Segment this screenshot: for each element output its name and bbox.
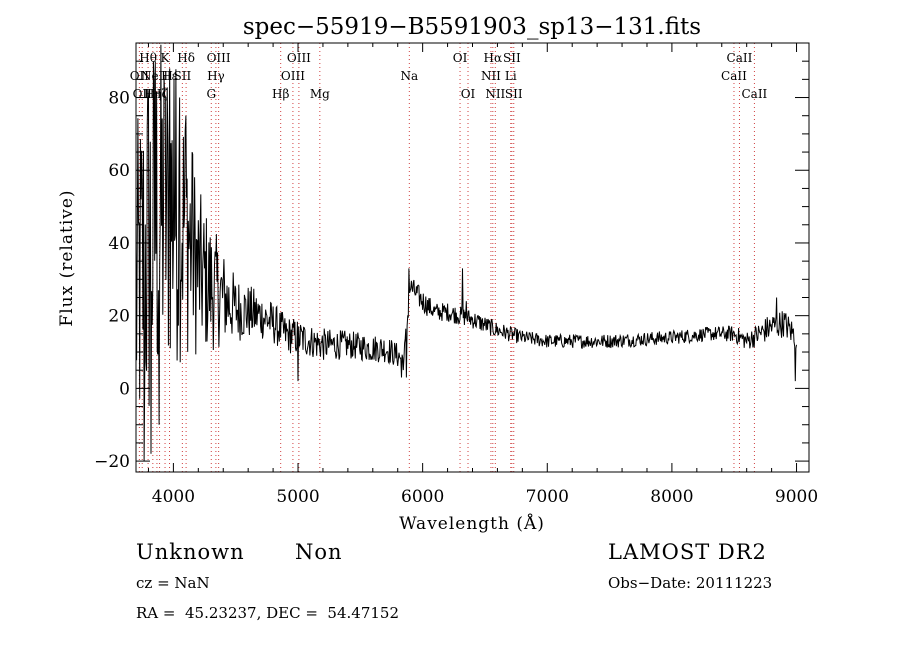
emission-line-label: CaII bbox=[741, 87, 767, 101]
emission-line-label: Li bbox=[505, 69, 517, 83]
emission-line-label: NeIII bbox=[141, 69, 173, 83]
emission-line-label: OIII bbox=[207, 51, 231, 65]
cz-text: cz = NaN bbox=[136, 574, 210, 592]
x-tick-label: 7000 bbox=[526, 487, 569, 507]
emission-line-label: SII bbox=[174, 69, 192, 83]
emission-line-label: OIII bbox=[287, 51, 311, 65]
emission-line-label: SII bbox=[503, 51, 521, 65]
obs-date-text: Obs−Date: 20111223 bbox=[608, 574, 773, 592]
y-axis: −20 0 20 40 60 80 bbox=[94, 42, 809, 472]
emission-line-label: Mg bbox=[310, 87, 330, 101]
emission-line-label: SII bbox=[505, 87, 523, 101]
emission-line-label: K bbox=[161, 51, 171, 65]
class-label: Unknown bbox=[136, 540, 245, 564]
x-tick-label: 5000 bbox=[276, 487, 319, 507]
y-tick-label: 20 bbox=[108, 307, 130, 327]
spectrum-line bbox=[135, 44, 797, 462]
emission-line-label: OII bbox=[130, 69, 150, 83]
emission-line-labels: OIIOIIHθHηNeIIIHζKHεSIIHδGHγOIIIHβOIIIOI… bbox=[130, 51, 768, 101]
x-axis: 4000 5000 6000 7000 8000 9000 bbox=[147, 43, 818, 507]
emission-line-label: CaII bbox=[721, 69, 747, 83]
emission-line-label: Hθ bbox=[139, 51, 157, 65]
y-tick-label: 0 bbox=[119, 379, 130, 399]
y-axis-label: Flux (relative) bbox=[57, 189, 77, 326]
x-tick-label: 4000 bbox=[152, 487, 195, 507]
x-tick-label: 9000 bbox=[775, 487, 818, 507]
y-tick-label: 40 bbox=[108, 234, 130, 254]
coords-text: RA = 45.23237, DEC = 54.47152 bbox=[136, 604, 400, 622]
y-tick-label: 80 bbox=[108, 89, 130, 109]
emission-line-label: Hα bbox=[484, 51, 503, 65]
emission-line-label: G bbox=[206, 87, 216, 101]
emission-line-markers bbox=[138, 43, 755, 472]
emission-line-label: CaII bbox=[727, 51, 753, 65]
plot-frame bbox=[135, 42, 810, 473]
x-axis-label: Wavelength (Å) bbox=[399, 513, 545, 534]
emission-line-label: NII bbox=[481, 69, 501, 83]
emission-line-label: Hγ bbox=[207, 69, 225, 83]
x-tick-label: 8000 bbox=[650, 487, 693, 507]
y-tick-label: 60 bbox=[108, 161, 130, 181]
emission-line-label: Na bbox=[400, 69, 418, 83]
emission-line-label: Hδ bbox=[177, 51, 195, 65]
chart-title: spec−55919−B5591903_sp13−131.fits bbox=[243, 14, 701, 40]
survey-label: LAMOST DR2 bbox=[608, 540, 767, 564]
emission-line-label: Hβ bbox=[272, 87, 289, 101]
subclass-label: Non bbox=[295, 540, 343, 564]
emission-line-label: OIII bbox=[281, 69, 305, 83]
x-tick-label: 6000 bbox=[401, 487, 444, 507]
y-tick-label: −20 bbox=[94, 452, 130, 472]
emission-line-label: NII bbox=[485, 87, 505, 101]
emission-line-label: OI bbox=[461, 87, 476, 101]
emission-line-label: OI bbox=[453, 51, 468, 65]
